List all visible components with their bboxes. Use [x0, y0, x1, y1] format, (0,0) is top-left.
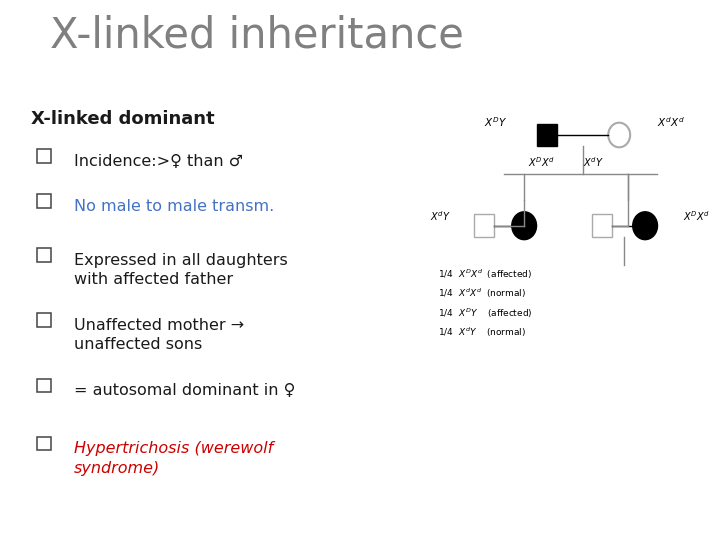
Bar [37, 194, 51, 207]
Bar [37, 313, 51, 327]
Text: $X^DX^d$: $X^DX^d$ [683, 209, 711, 223]
Text: 1/4  $X^DY$    (affected): 1/4 $X^DY$ (affected) [438, 307, 532, 320]
Text: $X^dY$: $X^dY$ [430, 209, 451, 223]
Circle shape [633, 212, 657, 240]
Bar [592, 214, 612, 237]
Text: = autosomal dominant in ♀: = autosomal dominant in ♀ [73, 383, 295, 398]
Text: Incidence:>♀ than ♂: Incidence:>♀ than ♂ [73, 153, 243, 168]
Bar [37, 248, 51, 261]
Text: 1/4  $X^dY$    (normal): 1/4 $X^dY$ (normal) [438, 326, 526, 339]
Text: 1/4  $X^DX^d$  (affected): 1/4 $X^DX^d$ (affected) [438, 268, 532, 281]
Text: $X^DY$: $X^DY$ [484, 115, 507, 129]
Circle shape [512, 212, 536, 240]
Text: Expressed in all daughters
with affected father: Expressed in all daughters with affected… [73, 253, 287, 287]
Text: Hypertrichosis (werewolf
syndrome): Hypertrichosis (werewolf syndrome) [73, 442, 273, 476]
Text: X-linked inheritance: X-linked inheritance [50, 14, 464, 56]
Bar [37, 437, 51, 450]
Bar [37, 149, 51, 163]
Text: X-linked dominant: X-linked dominant [31, 110, 215, 129]
Text: 1/4  $X^dX^d$  (normal): 1/4 $X^dX^d$ (normal) [438, 287, 526, 300]
Text: $X^dX^d$: $X^dX^d$ [657, 115, 685, 129]
Text: Unaffected mother →
unaffected sons: Unaffected mother → unaffected sons [73, 318, 244, 352]
Text: No male to male transm.: No male to male transm. [73, 199, 274, 214]
Bar [537, 124, 557, 146]
Bar [474, 214, 494, 237]
Text: $X^dY$: $X^dY$ [582, 156, 604, 170]
Text: $X^DX^d$: $X^DX^d$ [528, 156, 555, 170]
Bar [37, 379, 51, 392]
